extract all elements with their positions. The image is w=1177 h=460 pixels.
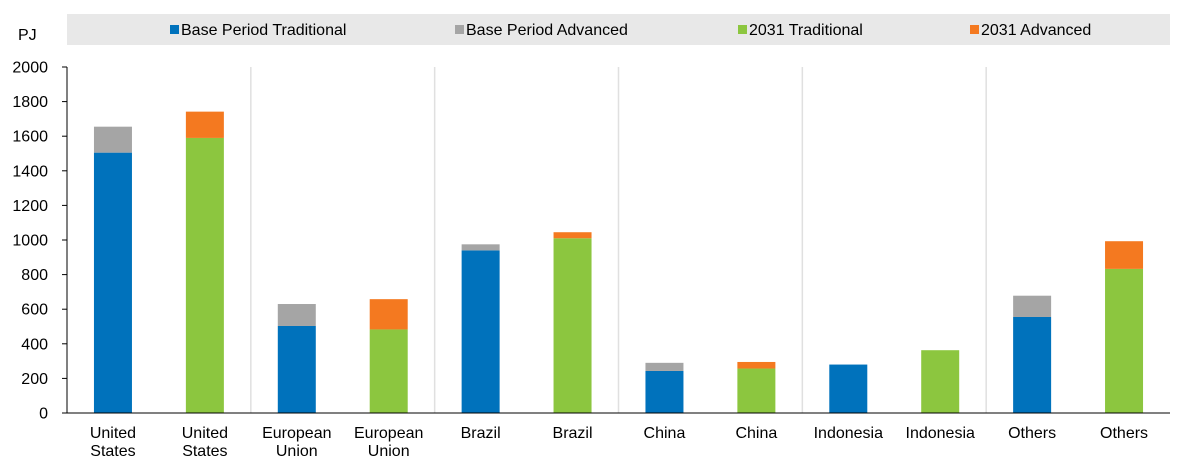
x-category-label: Others xyxy=(1008,425,1056,442)
legend-label: Base Period Advanced xyxy=(466,22,628,39)
x-category-label: United States xyxy=(90,425,136,460)
bar-segment xyxy=(737,361,776,369)
y-tick-label: 400 xyxy=(21,336,48,353)
y-axis: 0 200 400 600 800 1000 1200 1400 1600 1800 2000 xyxy=(12,60,68,423)
bar-segment xyxy=(553,238,592,413)
bar-segment xyxy=(93,126,132,153)
legend: Base Period Traditional Base Period Advan… xyxy=(170,22,1091,39)
x-category-label: European Union xyxy=(354,425,423,460)
x-category-label: United States xyxy=(182,425,228,460)
x-category-label: Indonesia xyxy=(814,425,883,442)
bar-segment xyxy=(185,111,224,138)
x-category-label: European Union xyxy=(262,425,331,460)
x-category-label: China xyxy=(644,425,686,442)
bar-segment xyxy=(1013,316,1052,413)
x-category-label: Indonesia xyxy=(906,425,975,442)
legend-label: Base Period Traditional xyxy=(181,22,346,39)
bar-segment xyxy=(461,250,500,413)
bar-segment xyxy=(921,350,960,413)
bar-segment xyxy=(553,232,592,239)
bar-segment xyxy=(829,364,868,413)
y-tick-label: 1800 xyxy=(12,94,48,111)
bar-segment xyxy=(1105,241,1144,269)
bar-segment xyxy=(1013,295,1052,317)
legend-swatch xyxy=(455,25,464,34)
y-tick-label: 1000 xyxy=(12,233,48,250)
y-tick-label: 600 xyxy=(21,302,48,319)
x-category-label: China xyxy=(735,425,777,442)
y-tick-label: 200 xyxy=(21,371,48,388)
bar-segment xyxy=(645,370,684,413)
legend-swatch xyxy=(170,25,179,34)
x-category-label: Others xyxy=(1100,425,1148,442)
bars xyxy=(93,111,1144,413)
bar-segment xyxy=(185,137,224,413)
y-axis-unit-label: PJ xyxy=(18,27,37,44)
bar-segment xyxy=(369,299,408,330)
x-category-label: Brazil xyxy=(553,425,593,442)
y-tick-label: 1600 xyxy=(12,129,48,146)
x-axis: United States United States European Union Eur… xyxy=(67,412,1170,460)
legend-swatch xyxy=(970,25,979,34)
group-separators xyxy=(250,67,987,413)
bar-segment xyxy=(461,244,500,251)
x-category-label: Brazil xyxy=(461,425,501,442)
legend-swatch xyxy=(738,25,747,34)
legend-label: 2031 Traditional xyxy=(749,22,863,39)
y-tick-label: 800 xyxy=(21,267,48,284)
bar-segment xyxy=(1105,268,1144,413)
y-tick-label: 2000 xyxy=(12,60,48,77)
bar-segment xyxy=(277,325,316,413)
bar-segment xyxy=(277,304,316,326)
bar-segment xyxy=(93,152,132,413)
bar-segment xyxy=(645,362,684,371)
bar-segment xyxy=(737,368,776,413)
y-tick-label: 1200 xyxy=(12,198,48,215)
bar-segment xyxy=(369,329,408,413)
legend-label: 2031 Advanced xyxy=(981,22,1091,39)
y-tick-label: 1400 xyxy=(12,163,48,180)
legend-background xyxy=(67,14,1170,45)
y-tick-label: 0 xyxy=(39,406,48,423)
